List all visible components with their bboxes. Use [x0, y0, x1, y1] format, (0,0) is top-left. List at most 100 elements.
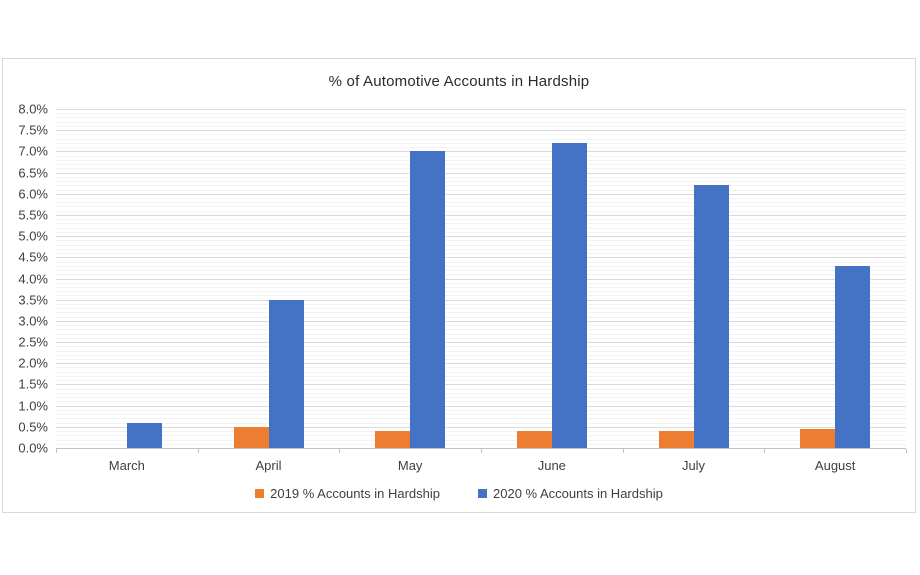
gridline-minor [56, 312, 906, 314]
gridline-minor [56, 147, 906, 149]
gridline-minor [56, 168, 906, 170]
bar-2020 [126, 422, 162, 448]
legend-swatch [478, 489, 487, 498]
x-axis-tick-mark [906, 449, 907, 453]
gridline-major [56, 236, 906, 238]
y-axis-tick-label: 1.0% [18, 398, 48, 414]
gridline-major [56, 130, 906, 132]
y-axis-tick-label: 7.0% [18, 143, 48, 159]
gridline-major [56, 151, 906, 153]
gridline-minor [56, 142, 906, 144]
gridline-minor [56, 443, 906, 445]
x-axis-category-label: August [814, 458, 856, 473]
bar-2020 [268, 299, 304, 448]
y-axis-tick-label: 1.5% [18, 376, 48, 392]
gridline-minor [56, 431, 906, 433]
gridline-major [56, 214, 906, 216]
gridline-major [56, 405, 906, 407]
gridline-major [56, 426, 906, 428]
gridline-minor [56, 274, 906, 276]
y-axis-tick-label: 8.0% [18, 101, 48, 117]
gridline-minor [56, 282, 906, 284]
gridline-minor [56, 401, 906, 403]
y-axis-tick-label: 6.0% [18, 186, 48, 202]
gridline-minor [56, 295, 906, 297]
gridline-minor [56, 418, 906, 420]
legend-label: 2020 % Accounts in Hardship [493, 486, 663, 501]
chart-panel: % of Automotive Accounts in Hardship 8.0… [2, 58, 916, 513]
legend-swatch [255, 489, 265, 498]
x-axis-tick-mark [764, 449, 766, 453]
gridline-minor [56, 125, 906, 127]
y-axis-tick-label: 2.0% [18, 355, 48, 371]
gridline-minor [56, 350, 906, 352]
bar-2020 [835, 265, 871, 448]
gridline-minor [56, 248, 906, 250]
legend-item: 2019 % Accounts in Hardship [255, 486, 440, 501]
gridline-minor [56, 337, 906, 339]
y-axis-tick-label: 3.5% [18, 292, 48, 308]
gridline-minor [56, 397, 906, 399]
bar-2019 [800, 428, 836, 448]
plot-area: 8.0% 7.5% 7.0% 6.5% 6.0% 5.5% 5.0% 4.5% 4.0% 3.5%… [18, 102, 907, 473]
x-axis-tick-mark [622, 449, 624, 453]
bar-2020 [551, 142, 587, 448]
bar-2019 [516, 431, 552, 448]
x-axis-category-label: July [681, 458, 706, 473]
x-axis-category-label: April [255, 458, 282, 473]
gridline-major [56, 363, 906, 365]
bar-2019 [658, 431, 694, 448]
gridline-major [56, 193, 906, 195]
gridline-minor [56, 231, 906, 233]
gridline-minor [56, 346, 906, 348]
gridline-major [56, 342, 906, 344]
gridline-minor [56, 380, 906, 382]
y-axis-tick-label: 4.0% [18, 271, 48, 286]
x-axis-category-label: May [397, 458, 423, 473]
gridline-minor [56, 371, 906, 373]
bar-2020 [693, 185, 729, 448]
x-axis-line [56, 448, 906, 449]
x-axis-tick-mark [339, 449, 341, 453]
gridline-minor [56, 265, 906, 267]
gridline-minor [56, 164, 906, 166]
bar-2019 [375, 431, 411, 448]
gridline-minor [56, 303, 906, 305]
gridline-minor [56, 261, 906, 263]
y-axis-tick-label: 4.5% [18, 249, 48, 265]
legend-item: 2020 % Accounts in Hardship [478, 486, 663, 501]
gridline-major [56, 384, 906, 386]
gridline-major [56, 299, 906, 301]
gridline-minor [56, 206, 906, 208]
y-axis-tick-label: 5.0% [18, 228, 48, 244]
gridline-minor [56, 134, 906, 136]
y-axis-tick-label: 2.5% [18, 334, 48, 350]
gridline-minor [56, 244, 906, 246]
legend-label: 2019 % Accounts in Hardship [270, 486, 440, 501]
gridline-minor [56, 113, 906, 115]
gridline-minor [56, 121, 906, 123]
gridline-minor [56, 240, 906, 242]
gridline-minor [56, 439, 906, 441]
gridline-minor [56, 367, 906, 369]
gridline-minor [56, 329, 906, 331]
gridline-major [56, 257, 906, 259]
gridline-minor [56, 181, 906, 183]
gridline-minor [56, 375, 906, 377]
gridline-minor [56, 185, 906, 187]
gridline-minor [56, 159, 906, 161]
x-axis-tick-mark [481, 449, 482, 453]
chart-title: % of Automotive Accounts in Hardship [328, 73, 590, 90]
gridline-minor [56, 409, 906, 411]
bar-2020 [410, 151, 446, 448]
gridline-minor [56, 286, 906, 288]
y-axis-tick-label: 0.5% [18, 419, 48, 435]
gridline-minor [56, 316, 906, 318]
gridline-minor [56, 333, 906, 335]
gridline-major [56, 172, 906, 174]
gridline-minor [56, 435, 906, 437]
gridline-minor [56, 189, 906, 191]
gridline-minor [56, 325, 906, 327]
x-axis-tick-mark [197, 449, 199, 453]
